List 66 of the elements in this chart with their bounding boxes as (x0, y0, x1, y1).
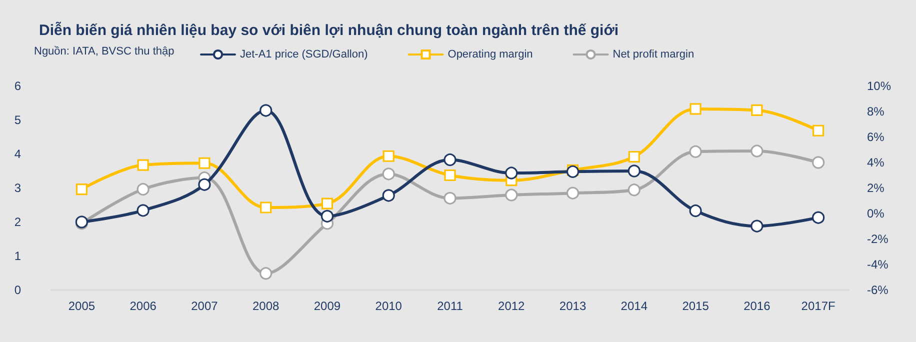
point (628, 150, 640, 163)
y-tick-label: 3 (14, 181, 22, 195)
point (382, 189, 395, 202)
legend-label: Net profit margin (612, 48, 694, 60)
point (812, 124, 824, 136)
x-tick-label: 2009 (314, 299, 341, 313)
point (260, 267, 272, 280)
point (750, 144, 764, 158)
y-tick-label: 2 (14, 215, 22, 229)
point (690, 103, 702, 115)
point (444, 153, 456, 166)
point (812, 156, 825, 169)
y-tick-label: 5 (14, 113, 22, 127)
point (382, 150, 394, 162)
point (689, 145, 702, 158)
y2-tick-label: -4% (867, 258, 889, 272)
point (444, 169, 456, 182)
x-tick-label: 2016 (744, 299, 771, 313)
point (198, 157, 210, 169)
y-tick-label: 1 (14, 249, 22, 263)
y2-tick-label: 8% (867, 104, 885, 118)
point (689, 204, 702, 218)
y2-tick-label: 0% (867, 206, 885, 220)
point (628, 164, 640, 178)
x-tick-label: 2015 (682, 299, 710, 313)
legend-label: Jet-A1 price (SGD/Gallon) (240, 48, 368, 60)
y2-tick-label: 6% (867, 130, 885, 144)
y-tick-label: 0 (14, 283, 22, 297)
chart-title: Diễn biến giá nhiên liệu bay so với biên lợi nhuận chung toàn ngành trên thế giới (39, 21, 619, 39)
y2-tick-label: 2% (867, 181, 885, 195)
x-tick-label: 2013 (559, 299, 586, 313)
point (566, 186, 580, 200)
legend-label: Operating margin (448, 48, 533, 60)
point (137, 159, 149, 171)
point (136, 204, 150, 217)
text: Nguồn: IATA, BVSC thu thập (34, 46, 174, 58)
point (136, 182, 150, 196)
x-tick-label: 2014 (620, 299, 648, 313)
y2-tick-label: 4% (867, 156, 885, 170)
point (505, 188, 518, 202)
point (260, 202, 272, 214)
point (628, 184, 640, 196)
point (198, 178, 211, 191)
x-tick-label: 2008 (252, 299, 280, 313)
y2-tick-label: -2% (867, 232, 889, 246)
x-tick-label: 2006 (130, 299, 157, 313)
y2-tick-label: -6% (867, 283, 889, 297)
point (751, 104, 763, 116)
point (382, 168, 395, 180)
point (812, 211, 825, 224)
y2-tick-label: 10% (867, 79, 892, 93)
x-tick-label: 2005 (68, 299, 96, 313)
x-tick-label: 2017F (801, 299, 836, 313)
point (76, 183, 88, 196)
point (444, 192, 456, 204)
x-tick-label: 2010 (375, 299, 402, 313)
point (321, 198, 334, 210)
y-tick-label: 6 (14, 79, 22, 93)
y-tick-label: 4 (14, 147, 22, 161)
point (505, 166, 518, 180)
point (750, 220, 764, 232)
x-tick-label: 2011 (437, 299, 464, 313)
point (260, 104, 272, 117)
x-tick-label: 2012 (498, 299, 526, 313)
point (320, 210, 334, 223)
x-tick-label: 2007 (191, 299, 218, 313)
